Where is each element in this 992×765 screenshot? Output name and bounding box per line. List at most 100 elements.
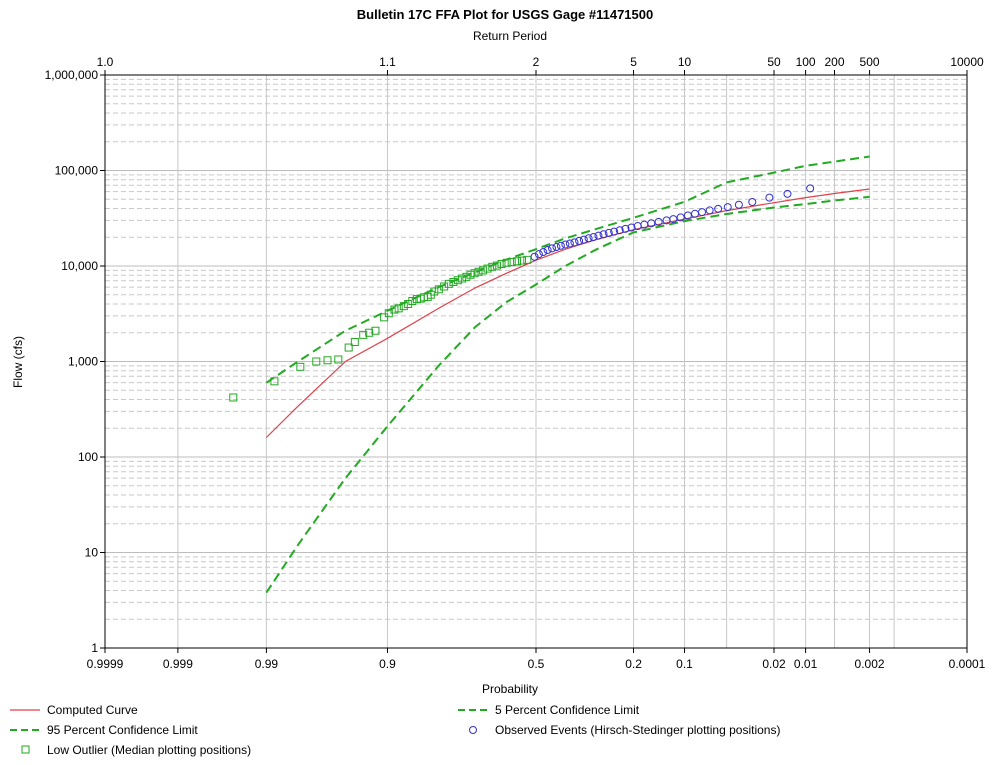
legend-label-low-outlier-median-plotting-positions: Low Outlier (Median plotting positions) [47,743,251,757]
x-tick-label: 0.02 [762,657,786,671]
observed-event-point [698,208,707,217]
low-outlier-point [344,343,353,352]
y-tick-label: 1,000 [68,355,98,369]
top-tick-label: 10 [678,55,692,69]
x-tick-label: 0.2 [625,657,642,671]
y-tick-label: 1,000,000 [45,68,99,82]
x-tick-label: 0.01 [794,657,818,671]
observed-event-point [548,244,557,253]
observed-event-point [691,209,700,218]
observed-event-point [589,233,598,242]
top-tick-label: 10000 [950,55,984,69]
low-outlier-point [270,377,279,386]
observed-event-point [561,240,570,249]
observed-event-point [621,224,630,233]
low-outlier-point [434,285,443,294]
observed-event-point [570,238,579,247]
observed-event-point [783,189,792,198]
low-outlier-point [466,270,475,279]
observed-event-point [604,228,613,237]
chart-title: Bulletin 17C FFA Plot for USGS Gage #114… [357,7,653,22]
low-outlier-point [399,302,408,311]
low-outlier-point [492,261,501,270]
low-outlier-point [440,282,449,291]
top-tick-label: 200 [824,55,844,69]
observed-event-point [599,230,608,239]
low-outlier-point [350,338,359,347]
y-tick-label: 10,000 [61,259,98,273]
low-outlier-point [380,313,389,322]
series-line-computed-curve [265,188,870,438]
observed-event-point [734,200,743,209]
low-outlier-point [513,257,522,266]
low-outlier-point [449,277,458,286]
observed-event-point [765,193,774,202]
legend-label-observed-events-hirsch-stedinger-plotting-positions: Observed Events (Hirsch-Stedinger plotti… [495,723,780,737]
low-outlier-point [390,305,399,314]
observed-event-point [748,197,757,206]
observed-event-point [552,243,561,252]
low-outlier-point [394,304,403,313]
low-outlier-point [334,355,343,364]
low-outlier-point [229,393,238,402]
observed-event-point [723,203,732,212]
observed-event-point [539,248,548,257]
observed-event-point [615,226,624,235]
low-outlier-point [359,330,368,339]
y-tick-label: 10 [85,546,99,560]
top-axis-label: Return Period [473,29,547,43]
observed-event-point [565,239,574,248]
x-tick-label: 0.99 [255,657,279,671]
x-tick-label: 0.002 [855,657,885,671]
observed-event-point [610,227,619,236]
series-markers [229,184,815,402]
low-outlier-point [507,258,516,267]
observed-event-point [627,223,636,232]
x-tick-label: 0.1 [676,657,693,671]
low-outlier-point [497,259,506,268]
low-outlier-point [488,262,497,271]
top-tick-label: 2 [533,55,540,69]
observed-event-point [594,231,603,240]
legend-label-5-percent-confidence-limit: 5 Percent Confidence Limit [495,703,640,717]
series-lines [265,155,870,594]
legend-label-95-percent-confidence-limit: 95 Percent Confidence Limit [47,723,198,737]
x-tick-label: 0.0001 [949,657,986,671]
low-outlier-point [502,258,511,267]
low-outlier-point [296,362,305,371]
legend-label-computed-curve: Computed Curve [47,703,138,717]
top-tick-label: 50 [767,55,781,69]
ticks: 1 10 100 1,000 10,000 100,000 1,000,000 0.9999 0… [45,55,986,671]
observed-event-point [530,252,539,261]
legend-swatch-low-outlier-median-plotting-positions [21,745,30,754]
observed-event-point [806,184,815,193]
top-tick-label: 1.1 [379,55,396,69]
top-tick-label: 5 [630,55,637,69]
y-tick-label: 100,000 [55,164,99,178]
plot-frame [104,74,968,649]
low-outlier-point [444,279,453,288]
x-tick-label: 0.9999 [87,657,124,671]
observed-event-point [669,215,678,224]
low-outlier-point [518,256,527,265]
low-outlier-point [474,267,483,276]
observed-event-point [534,250,543,259]
low-outlier-point [483,264,492,273]
observed-event-point [556,241,565,250]
low-outlier-point [479,266,488,275]
observed-event-point [579,235,588,244]
x-tick-label: 0.5 [528,657,545,671]
low-outlier-point [323,356,332,365]
y-axis-label: Flow (cfs) [11,336,25,388]
series-line-5-percent-confidence-limit [265,195,870,594]
low-outlier-point [462,272,471,281]
low-outlier-point [430,287,439,296]
observed-event-point [575,236,584,245]
low-outlier-point [312,357,321,366]
low-outlier-point [408,297,417,306]
low-outlier-point [458,274,467,283]
low-outlier-point [404,300,413,309]
x-axis-label: Probability [482,682,538,696]
legend: Computed Curve 95 Percent Confidence Limi… [10,703,780,757]
